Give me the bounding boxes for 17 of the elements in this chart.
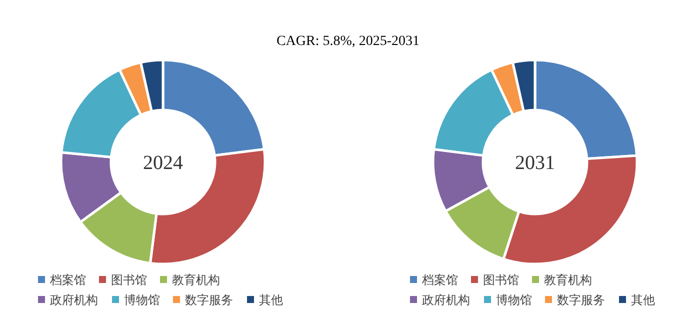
- text: CAGR: 5.8%, 2025-2031: [276, 34, 420, 49]
- legend-label: 博物馆: [124, 293, 160, 307]
- legend-label: 其他: [631, 293, 655, 307]
- legend-label: 图书馆: [111, 273, 147, 287]
- legend-label: 教育机构: [544, 273, 592, 287]
- legend-label: 数字服务: [557, 293, 605, 307]
- legend-label: 政府机构: [422, 293, 470, 307]
- legend-label: 数字服务: [185, 293, 233, 307]
- text: 2031: [515, 152, 555, 174]
- legend-label: 博物馆: [496, 293, 532, 307]
- legend-label: 图书馆: [483, 273, 519, 287]
- legend-label: 档案馆: [421, 273, 458, 287]
- legend-label: 档案馆: [49, 273, 86, 287]
- text: 2024: [143, 152, 183, 174]
- legend-label: 政府机构: [50, 293, 98, 307]
- legend-label: 其他: [259, 293, 283, 307]
- legend-label: 教育机构: [172, 273, 220, 287]
